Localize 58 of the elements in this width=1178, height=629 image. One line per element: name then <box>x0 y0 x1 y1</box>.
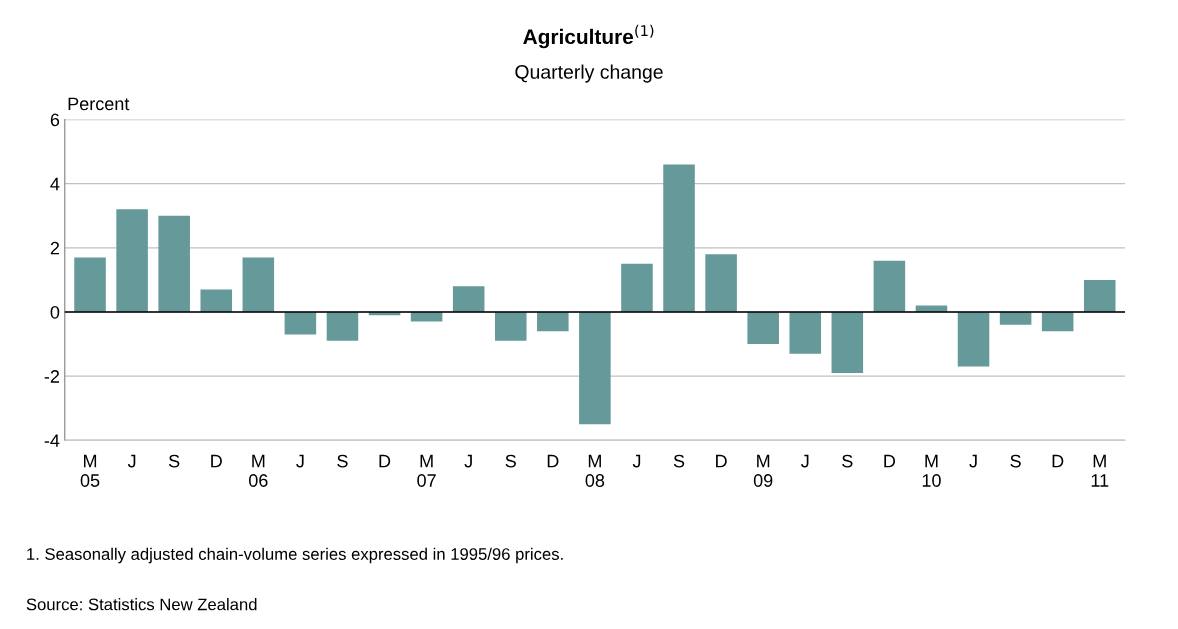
x-tick-label: M 10 <box>922 454 941 487</box>
y-tick-label: 2 <box>50 241 60 255</box>
bar <box>999 311 1032 325</box>
chart-subtitle: Quarterly change <box>515 64 663 83</box>
x-tick-label: M 08 <box>585 454 605 487</box>
x-tick-label: M 06 <box>248 454 268 487</box>
bar <box>1041 311 1074 332</box>
x-tick-label: S <box>1010 454 1021 468</box>
bar <box>74 257 106 312</box>
x-tick-label: S <box>842 454 853 468</box>
bar <box>494 311 527 341</box>
bar <box>579 311 611 425</box>
x-tick-label: J <box>127 454 136 468</box>
bar <box>789 311 822 354</box>
y-tick-label: 4 <box>50 177 60 191</box>
bar <box>452 286 485 312</box>
bar <box>873 260 906 312</box>
x-tick-label: D <box>716 454 727 468</box>
x-tick-label: M 11 <box>1091 454 1109 487</box>
x-tick-label: M 09 <box>753 454 773 487</box>
bar <box>158 215 190 312</box>
y-tick-label: 6 <box>50 113 60 127</box>
x-tick-label: S <box>337 454 348 468</box>
y-tick-label: -2 <box>44 370 60 383</box>
text: 1. Seasonally adjusted chain-volume series expressed in 1995/96 prices. <box>27 547 563 564</box>
x-tick-label: M 05 <box>80 454 100 487</box>
x-tick-label: D <box>211 454 222 468</box>
bar <box>747 311 779 345</box>
y-axis-title: Percent <box>68 97 130 111</box>
bar <box>621 263 653 312</box>
bar <box>242 257 275 312</box>
x-tick-label: J <box>296 454 304 468</box>
x-tick-label: J <box>801 454 809 468</box>
bar <box>831 311 864 373</box>
bar <box>537 311 569 332</box>
x-tick-label: D <box>1052 454 1064 468</box>
bar <box>663 164 695 312</box>
x-tick-label: M 07 <box>417 454 436 487</box>
x-tick-label: D <box>884 454 896 468</box>
y-tick-label: 0 <box>50 305 60 319</box>
bar <box>200 289 233 312</box>
x-tick-label: J <box>969 454 977 468</box>
x-tick-label: S <box>168 454 180 468</box>
bar <box>1083 279 1116 312</box>
x-tick-label: S <box>505 454 516 468</box>
bar <box>326 311 359 341</box>
chart-title: Agriculture$^{(1)}$ <box>523 24 654 49</box>
x-tick-label: J <box>632 454 641 468</box>
bar <box>957 311 990 367</box>
y-tick-label: -4 <box>44 434 60 447</box>
bar <box>116 209 148 312</box>
x-tick-label: D <box>379 454 391 468</box>
x-tick-label: D <box>547 454 559 468</box>
bar <box>705 254 737 312</box>
source-note: Source: Statistics New Zealand <box>26 598 257 611</box>
x-tick-label: S <box>673 454 685 468</box>
bar <box>284 311 317 335</box>
x-tick-label: J <box>464 454 472 468</box>
